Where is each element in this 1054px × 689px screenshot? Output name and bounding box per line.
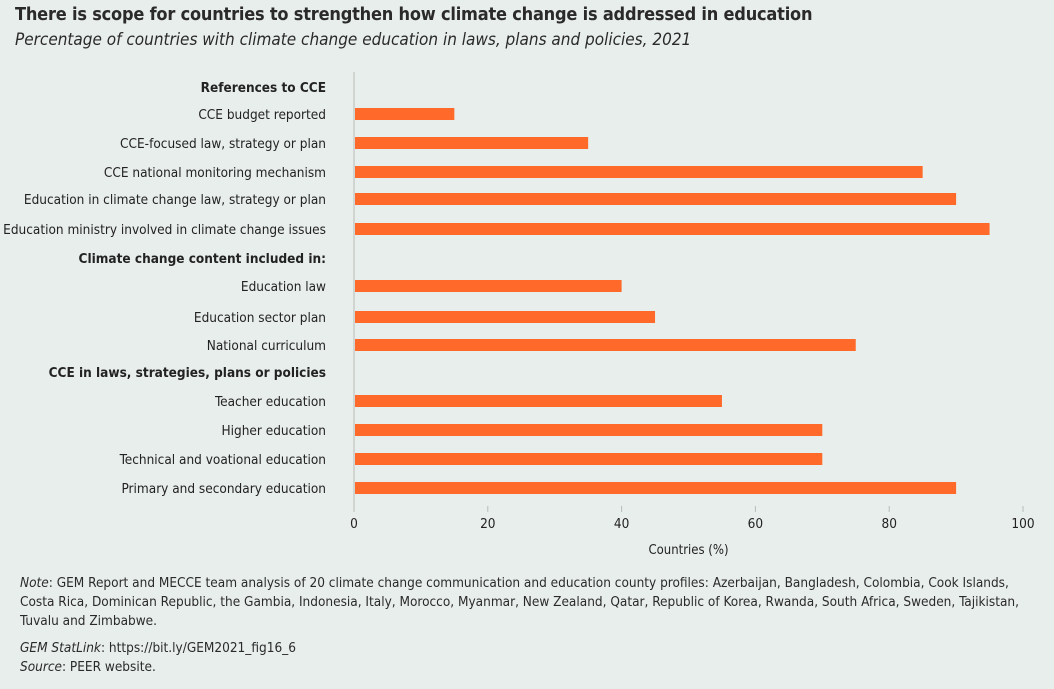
x-tick-label: 0 [350,516,358,532]
source-label: Source [20,659,62,675]
chart-subtitle: Percentage of countries with climate cha… [15,30,692,50]
category-label: Education law [241,279,326,295]
category-label: Teacher education [214,394,326,410]
chart-title: There is scope for countries to strength… [15,4,813,25]
category-label: Primary and secondary education [121,481,326,497]
category-label: Education sector plan [194,310,326,326]
x-tick-label: 60 [748,516,763,532]
statlink-text[interactable]: : https://bit.ly/GEM2021_fig16_6 [100,640,296,656]
note-label: Note [20,575,49,591]
group-heading: Climate change content included in: [79,251,326,267]
bar [355,108,455,120]
bar-chart: References to CCE CCE budget reported CCE-… [3,72,1035,558]
group-heading: References to CCE [201,80,326,96]
bar [355,424,823,436]
x-tick-label: 40 [614,516,629,532]
bar [355,339,856,351]
bar [355,395,722,407]
notes: Note: GEM Report and MECCE team analysis… [20,574,1020,677]
x-tick-label: 100 [1011,516,1034,532]
statlink-label: GEM StatLink [20,640,101,656]
bar [355,223,990,235]
category-label: Education in climate change law, strateg… [24,192,326,208]
bar [355,482,957,494]
bar [355,166,923,178]
bar [355,280,622,292]
category-label: Higher education [221,423,326,439]
source-text: : PEER website. [61,659,156,675]
category-label: Education ministry involved in climate c… [3,222,326,238]
category-label: Technical and voational education [119,452,326,468]
bar [355,453,823,465]
x-tick-label: 80 [881,516,896,532]
bar [355,137,589,149]
note-text: : GEM Report and MECCE team analysis of … [20,575,1019,629]
x-tick-label: 20 [480,516,495,532]
category-label: CCE national monitoring mechanism [104,165,326,181]
group-heading: CCE in laws, strategies, plans or polici… [49,365,326,381]
category-label: National curriculum [207,338,326,354]
x-axis-label: Countries (%) [648,543,728,558]
bar [355,311,656,323]
category-label: CCE-focused law, strategy or plan [120,136,326,152]
bar [355,193,957,205]
category-label: CCE budget reported [198,107,326,123]
